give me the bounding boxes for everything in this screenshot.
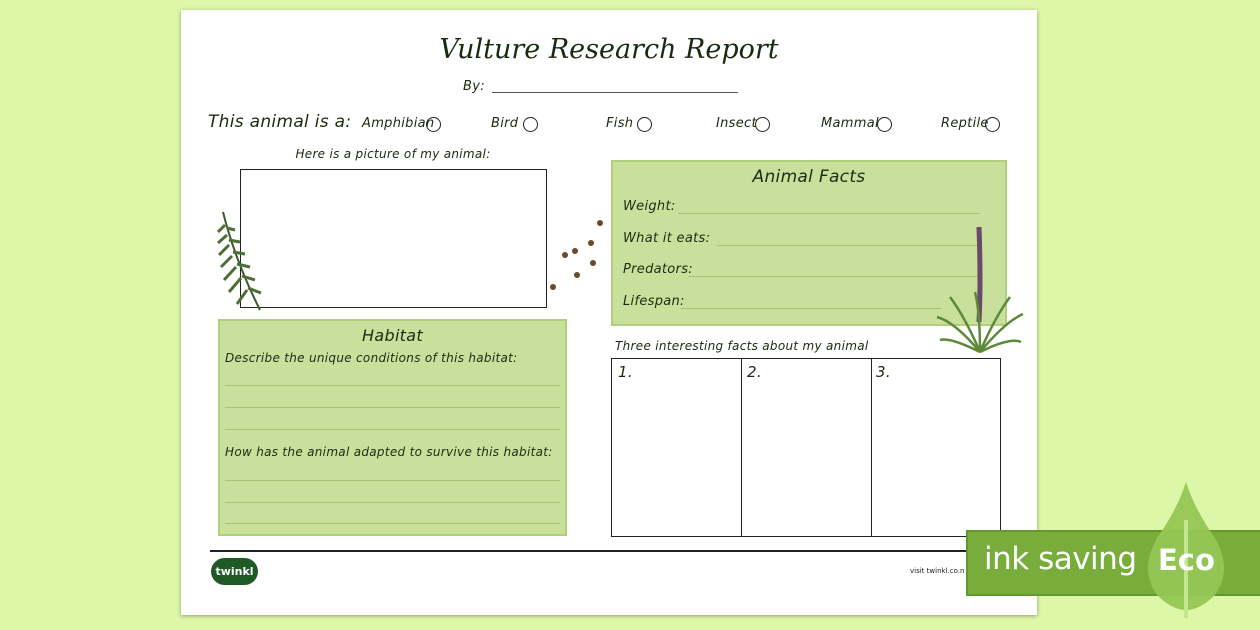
facts-grid[interactable]: 1. 2. 3. <box>611 358 1001 537</box>
fact-number-1: 1. <box>618 363 633 381</box>
option-fish: Fish <box>606 116 634 131</box>
grid-divider <box>741 359 742 536</box>
page-title: Vulture Research Report <box>439 34 779 65</box>
radio-insect[interactable] <box>755 117 770 132</box>
fact-number-3: 3. <box>876 363 891 381</box>
answer-line[interactable] <box>225 502 560 503</box>
grid-divider <box>871 359 872 536</box>
picture-label: Here is a picture of my animal: <box>295 147 491 161</box>
field-weight: Weight: <box>623 199 676 214</box>
facts-label: Three interesting facts about my animal <box>615 339 869 353</box>
radio-amphibian[interactable] <box>426 117 441 132</box>
radio-reptile[interactable] <box>985 117 1000 132</box>
animal-facts-title: Animal Facts <box>752 167 866 187</box>
paw-prints-icon <box>550 220 603 290</box>
option-bird: Bird <box>491 116 519 131</box>
answer-line[interactable] <box>225 429 560 430</box>
by-label: By: <box>463 79 485 94</box>
picture-box[interactable] <box>240 169 547 308</box>
eco-badge: Eco <box>1158 543 1215 577</box>
option-insect: Insect <box>716 116 757 131</box>
option-reptile: Reptile <box>941 116 989 131</box>
leaf-icon <box>1148 482 1224 618</box>
logo-text: twinkl <box>215 565 254 578</box>
lifespan-line[interactable] <box>681 308 941 309</box>
diet-line[interactable] <box>717 245 980 246</box>
by-line <box>492 92 738 93</box>
predators-line[interactable] <box>688 276 980 277</box>
animal-type-label: This animal is a: <box>208 112 352 132</box>
answer-line[interactable] <box>225 407 560 408</box>
footer-divider <box>210 550 1010 552</box>
answer-line[interactable] <box>225 385 560 386</box>
habitat-panel <box>218 319 567 536</box>
answer-line[interactable] <box>225 480 560 481</box>
footer-url: visit twinkl.co.n <box>910 567 965 575</box>
field-predators: Predators: <box>623 262 693 277</box>
habitat-question-2: How has the animal adapted to survive th… <box>225 445 553 459</box>
habitat-title: Habitat <box>362 326 423 345</box>
field-lifespan: Lifespan: <box>623 294 685 309</box>
option-amphibian: Amphibian <box>362 116 435 131</box>
weight-line[interactable] <box>678 213 980 214</box>
habitat-question-1: Describe the unique conditions of this h… <box>225 351 518 365</box>
radio-bird[interactable] <box>523 117 538 132</box>
answer-line[interactable] <box>225 523 560 524</box>
fact-number-2: 2. <box>747 363 762 381</box>
animal-facts-panel <box>611 160 1007 326</box>
radio-fish[interactable] <box>637 117 652 132</box>
option-mammal: Mammal <box>821 116 879 131</box>
grass-plant-icon <box>936 226 1024 354</box>
field-diet: What it eats: <box>623 231 711 246</box>
twinkl-logo: twinkl <box>211 558 258 585</box>
eco-banner-text: ink saving <box>984 541 1137 577</box>
radio-mammal[interactable] <box>877 117 892 132</box>
fern-icon <box>216 211 262 311</box>
